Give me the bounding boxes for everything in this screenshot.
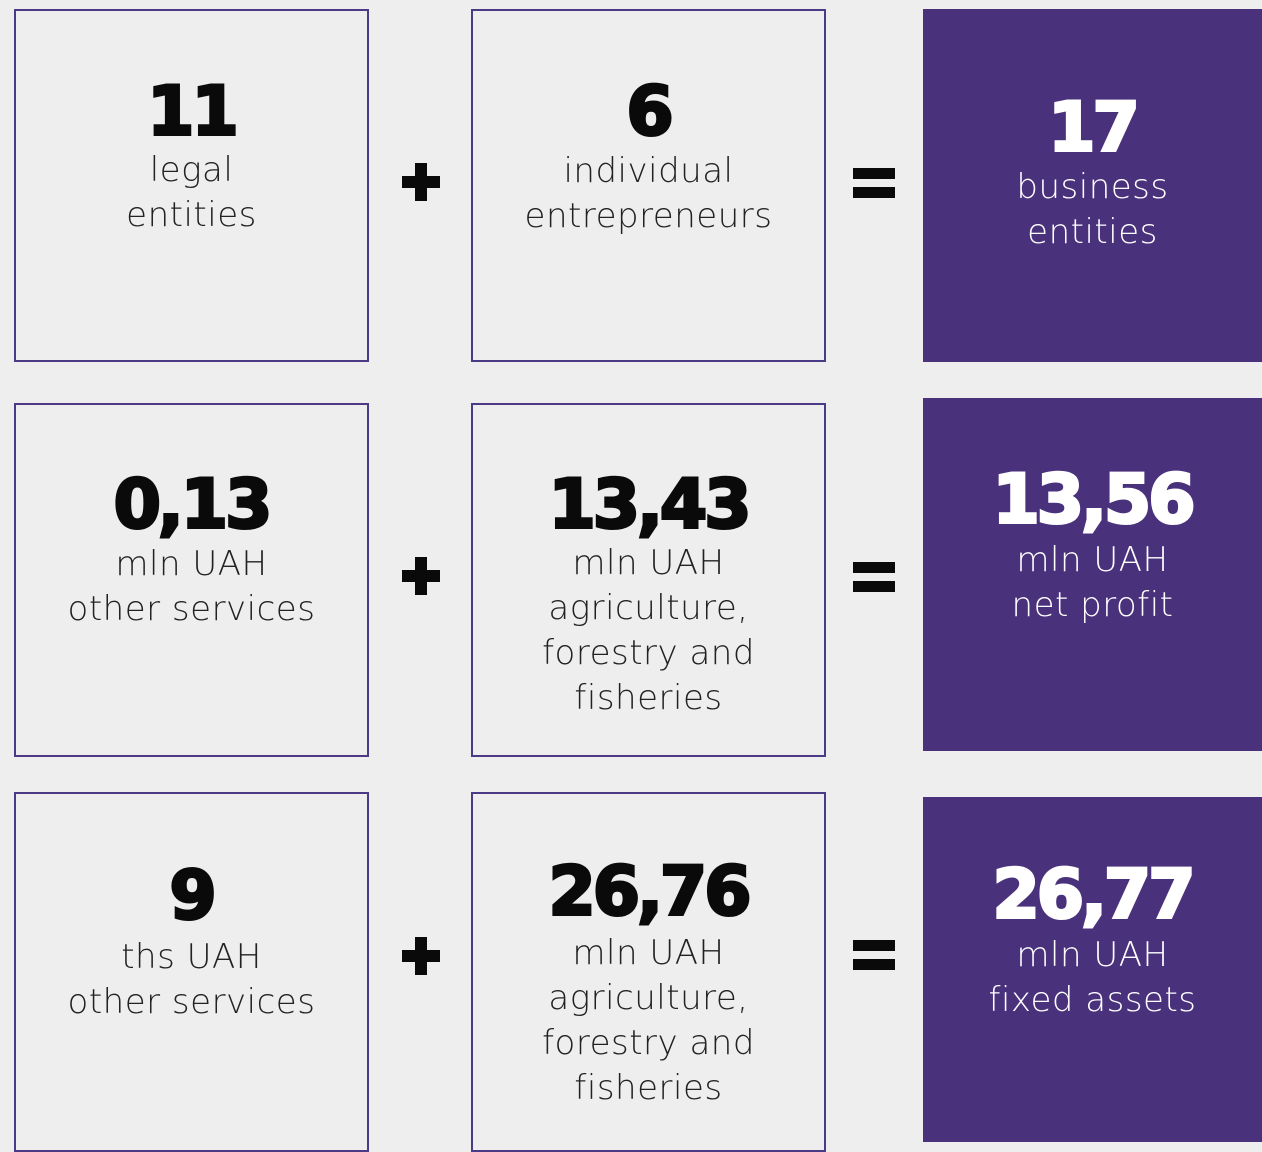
plus-sign <box>415 163 427 201</box>
result-label: entities <box>1027 212 1158 252</box>
equals-sign <box>853 959 895 970</box>
equals-sign <box>853 168 895 179</box>
term-label: forestry and <box>542 633 755 673</box>
term-value: 11 <box>146 71 241 153</box>
term-box: 9 ths UAH other services <box>14 792 369 1152</box>
term-label: mln UAH <box>115 544 268 584</box>
term-box: 13,43 mln UAH agriculture, forestry and fish… <box>471 403 826 757</box>
term-label: forestry and <box>542 1023 755 1063</box>
term-value: 9 <box>168 855 218 937</box>
term-value: 0,13 <box>112 464 274 546</box>
equals-sign <box>853 940 895 951</box>
result-label: mln UAH <box>1016 540 1169 580</box>
term-label: fisheries <box>574 1068 723 1108</box>
result-value: 13,56 <box>991 459 1197 541</box>
term-box: 6 individual entrepreneurs <box>471 9 826 362</box>
term-box: 11 legal entities <box>14 9 369 362</box>
term-value: 6 <box>625 71 675 153</box>
term-label: mln UAH <box>572 543 725 583</box>
term-label: legal <box>149 150 234 190</box>
plus-sign <box>415 557 427 595</box>
term-label: other services <box>67 589 316 629</box>
result-box: 26,77 mln UAH fixed assets <box>923 797 1262 1142</box>
plus-sign <box>415 937 427 975</box>
term-label: agriculture, <box>548 978 749 1018</box>
result-label: business <box>1016 167 1169 207</box>
term-label: agriculture, <box>548 588 749 628</box>
term-box: 26,76 mln UAH agriculture, forestry and fish… <box>471 792 826 1152</box>
result-value: 17 <box>1047 87 1142 169</box>
equals-sign <box>853 581 895 592</box>
term-label: ths UAH <box>121 937 262 977</box>
result-box: 17 business entities <box>923 9 1262 362</box>
term-value: 26,76 <box>547 851 753 933</box>
term-label: mln UAH <box>572 933 725 973</box>
result-box: 13,56 mln UAH net profit <box>923 398 1262 751</box>
term-label: entrepreneurs <box>524 196 773 236</box>
equals-sign <box>853 562 895 573</box>
term-label: entities <box>126 195 257 235</box>
result-label: net profit <box>1011 585 1174 625</box>
result-label: fixed assets <box>988 980 1197 1020</box>
result-label: mln UAH <box>1016 935 1169 975</box>
equals-sign <box>853 187 895 198</box>
term-label: other services <box>67 982 316 1022</box>
term-label: fisheries <box>574 678 723 718</box>
term-label: individual <box>563 151 734 191</box>
result-value: 26,77 <box>991 854 1197 936</box>
term-value: 13,43 <box>547 464 753 546</box>
term-box: 0,13 mln UAH other services <box>14 403 369 757</box>
